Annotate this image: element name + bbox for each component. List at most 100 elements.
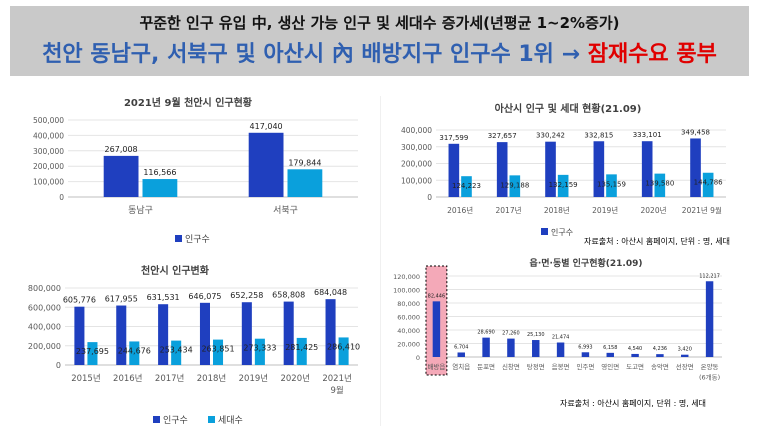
- data-label: 684,048: [314, 288, 347, 297]
- y-tick-label: 0: [56, 361, 61, 370]
- chart-cheonan-population-change: 천안시 인구변화 0 200,000 400,000 600,000 800,000 605…: [10, 258, 370, 433]
- y-tick-label: 120,000: [393, 273, 420, 281]
- y-tick-label: 200,000: [28, 342, 61, 351]
- x-tick-label: 둔포면: [477, 362, 495, 371]
- bar: [129, 341, 140, 365]
- x-tick-label: 2018년: [544, 205, 570, 215]
- data-label: 330,242: [536, 132, 565, 140]
- bar: [325, 299, 336, 365]
- bar: [656, 354, 664, 357]
- bar: [641, 141, 653, 197]
- bar: [283, 301, 294, 365]
- data-label: 6,158: [603, 345, 617, 351]
- bar: [705, 281, 714, 357]
- x-tick-label: (6개동): [699, 373, 720, 382]
- legend-label: 인구수: [551, 227, 573, 237]
- x-tick-label: 2018년: [197, 373, 226, 384]
- chart-svg: 아산시 인구 및 세대 현황(21.09) 0 100,000 200,000 300,…: [401, 102, 726, 237]
- data-label: 646,075: [188, 292, 221, 301]
- bar: [158, 304, 169, 365]
- data-label: 3,420: [678, 347, 692, 353]
- x-tick-label: 신창면: [502, 362, 520, 371]
- data-label: 417,040: [250, 122, 283, 131]
- x-tick-label: 음봉면: [552, 362, 570, 371]
- legend-swatch: [208, 416, 215, 423]
- y-tick-label: 20,000: [397, 341, 420, 349]
- data-label: 253,434: [160, 346, 193, 355]
- data-label: 327,657: [488, 132, 517, 140]
- x-tick-label: 2017년: [496, 205, 522, 215]
- chart-title: 읍·면·동별 인구현황(21.09): [530, 258, 643, 269]
- bar: [461, 176, 472, 197]
- x-tick-label: 2015년: [71, 373, 100, 384]
- x-tick-label: 인주면: [576, 362, 594, 371]
- data-label: 25,130: [527, 332, 545, 338]
- bar: [248, 132, 284, 197]
- y-tick-label: 500,000: [33, 116, 64, 125]
- x-tick-label: 2017년: [155, 373, 184, 384]
- headline-main: 천안 동남구, 서북구 및 아산시 內 배방지구 인구수 1위 → 잠재수요 풍…: [10, 36, 749, 68]
- chart-asan-source: 자료출처 : 아산시 홈페이지, 단위 : 명, 세대: [584, 237, 731, 246]
- bar: [457, 352, 465, 357]
- bar: [448, 143, 460, 197]
- y-tick-label: 400,000: [28, 323, 61, 332]
- chart-title: 2021년 9월 천안시 인구현황: [124, 96, 253, 109]
- legend-label: 인구수: [163, 415, 188, 426]
- x-tick-label: 배방읍: [427, 362, 445, 371]
- data-label: 605,776: [63, 296, 96, 305]
- legend-label: 인구수: [185, 234, 210, 245]
- bar: [287, 169, 323, 197]
- headline-top: 꾸준한 인구 유입 中, 생산 가능 인구 및 세대수 증가세(년평균 1~2%…: [139, 14, 620, 32]
- bar: [545, 141, 556, 197]
- bar: [116, 305, 127, 365]
- chart-asan-town-population: 읍·면·동별 인구현황(21.09) 0 20,000 40,000 60,000 80,…: [386, 258, 756, 393]
- data-label: 116,566: [143, 168, 176, 177]
- y-tick-label: 0: [59, 193, 64, 202]
- bar: [338, 337, 349, 365]
- bar: [254, 338, 265, 365]
- chart-svg: 천안시 인구변화 0 200,000 400,000 600,000 800,000605…: [28, 264, 360, 426]
- bar: [507, 338, 515, 357]
- chart-town-source: 자료출처 : 아산시 홈페이지, 단위 : 명, 세대: [560, 399, 707, 408]
- bar: [87, 342, 98, 365]
- data-label: 129,188: [500, 181, 529, 189]
- x-tick-label: 2020년: [280, 373, 309, 384]
- data-label: 4,236: [653, 346, 667, 352]
- bar: [593, 141, 605, 197]
- x-tick-label: 염치읍: [452, 362, 470, 371]
- x-tick-label: 2021년: [322, 373, 351, 384]
- bar: [532, 340, 540, 357]
- y-tick-label: 300,000: [401, 143, 432, 152]
- headline-main-red: 잠재수요 풍부: [587, 42, 717, 67]
- chart-svg: 읍·면·동별 인구현황(21.09) 0 20,000 40,000 60,000 80,…: [393, 258, 722, 382]
- x-tick-label: 서북구: [273, 205, 298, 216]
- x-tick-label: 2016년: [113, 373, 142, 384]
- y-tick-label: 600,000: [28, 303, 61, 312]
- x-tick-label: 송악면: [651, 362, 669, 371]
- y-tick-label: 40,000: [397, 327, 420, 335]
- x-tick-label: 선장면: [676, 362, 694, 371]
- x-tick-label: 온양동: [701, 363, 719, 371]
- bar: [681, 354, 689, 357]
- data-label: 631,531: [147, 293, 180, 302]
- chart-svg: 2021년 9월 천안시 인구현황 0 100,000 200,000 300,000 4…: [33, 96, 358, 245]
- panel-divider: [380, 96, 381, 426]
- bar: [509, 175, 521, 197]
- chart-asan-population-households: 아산시 인구 및 세대 현황(21.09) 0 100,000 200,000 300,…: [386, 92, 756, 242]
- chart-title: 아산시 인구 및 세대 현황(21.09): [495, 102, 642, 115]
- data-label: 82,446: [428, 293, 446, 299]
- data-label: 658,808: [272, 291, 305, 300]
- bar: [241, 302, 252, 365]
- headline-main-blue: 천안 동남구, 서북구 및 아산시 內 배방지구 인구수 1위 →: [42, 42, 581, 67]
- bar: [702, 172, 714, 197]
- bar: [482, 337, 490, 357]
- y-tick-label: 100,000: [33, 178, 64, 187]
- bar: [103, 155, 139, 197]
- y-tick-label: 300,000: [33, 147, 64, 156]
- x-tick-label: 영인면: [601, 362, 619, 371]
- data-label: 652,258: [230, 291, 263, 300]
- x-tick-label: 2019년: [239, 373, 268, 384]
- data-label: 28,690: [477, 330, 495, 336]
- bar: [142, 179, 178, 197]
- data-label: 21,474: [552, 335, 570, 341]
